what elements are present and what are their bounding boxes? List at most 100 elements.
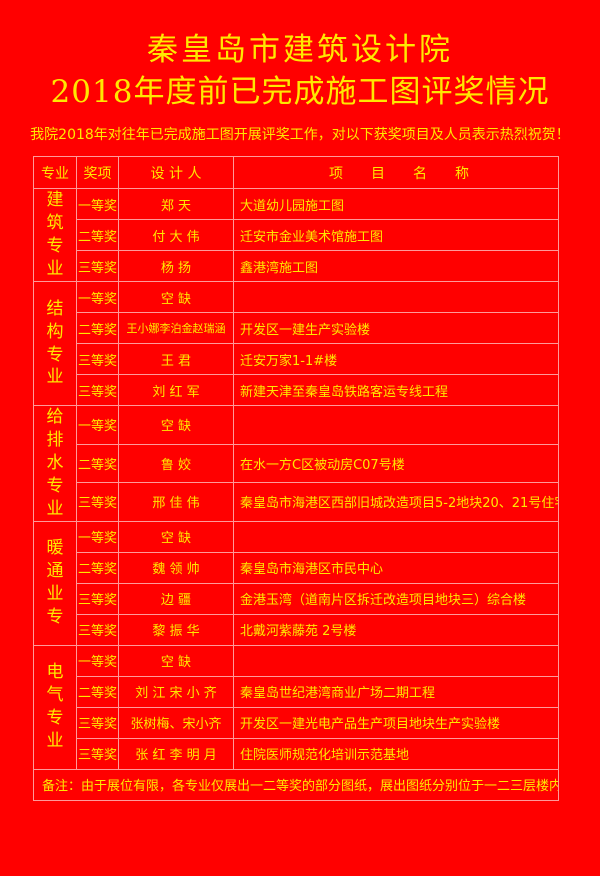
discipline-char: 专 [46,607,64,628]
project-cell: 开发区一建光电产品生产项目地块生产实验楼 [233,706,559,739]
intro-text: 我院2018年对往年已完成施工图开展评奖工作，对以下获奖项目及人员表示热烈祝贺！ [30,127,570,143]
designer-cell: 空 缺 [118,520,234,553]
table-row: 三等奖王 君迁安万家1-1#楼 [34,343,559,375]
designer-cell: 边 疆 [118,582,234,615]
designer-cell: 魏 领 帅 [118,551,234,584]
discipline-char: 筑 [46,213,64,234]
project-cell [233,520,559,553]
table-row: 三等奖张 红 李 明 月住院医师规范化培训示范基地 [34,737,559,770]
award-cell: 二等奖 [76,219,119,251]
discipline-cell: 电气专业 [33,644,77,770]
designer-cell: 王 君 [118,343,234,375]
header-project: 项 目 名 称 [233,156,559,189]
discipline-cell: 建筑专业 [33,188,77,282]
designer-cell: 张树梅、宋小齐 [118,706,234,739]
discipline-char: 业 [46,367,64,388]
designer-cell: 邢 佳 伟 [118,482,234,522]
award-cell: 三等奖 [76,613,119,646]
project-cell: 大道幼儿园施工图 [233,188,559,220]
discipline-char: 给 [46,407,64,427]
award-cell: 三等奖 [76,250,119,282]
discipline-char: 业 [46,258,64,279]
table-row: 二等奖付 大 伟迁安市金业美术馆施工图 [34,219,559,251]
designer-cell: 刘 红 军 [118,374,234,406]
discipline-char: 专 [46,344,64,365]
table-row: 二等奖刘 江 宋 小 齐秦皇岛世纪港湾商业广场二期工程 [34,675,559,708]
discipline-char: 业 [46,498,64,519]
project-cell: 新建天津至秦皇岛铁路客运专线工程 [233,374,559,406]
award-cell: 一等奖 [76,281,119,313]
discipline-char: 构 [46,321,64,342]
table-row: 三等奖黎 振 华北戴河紫藤苑 2号楼 [34,613,559,646]
award-cell: 二等奖 [76,443,119,484]
project-cell: 金港玉湾（道南片区拆迁改造项目地块三）综合楼 [233,582,559,615]
table-row: 给排水专业一等奖空 缺 [33,405,559,522]
discipline-char: 结 [46,298,64,319]
project-cell: 秦皇岛市海港区市民中心 [233,551,559,584]
note-row: 备注：由于展位有限，各专业仅展出一二等奖的部分图纸，展出图纸分别位于一二三层楼内 [33,768,559,801]
designer-cell: 杨 扬 [118,250,234,282]
designer-cell: 付 大 伟 [118,219,234,251]
discipline-char: 通 [46,561,64,582]
discipline-char: 气 [46,685,64,706]
award-cell: 一等奖 [76,644,119,677]
award-cell: 二等奖 [76,551,119,584]
designer-cell: 空 缺 [118,644,234,677]
award-cell: 三等奖 [76,737,119,770]
table-row: 电气专业一等奖空 缺 [33,644,559,770]
discipline-char: 建 [46,190,64,211]
table-row: 二等奖鲁 姣在水一方C区被动房C07号楼 [34,443,559,484]
award-cell: 三等奖 [76,582,119,615]
table-row: 二等奖 王小娜李泊金赵瑞涵 开发区一建生产实验楼 [34,312,559,344]
award-cell: 三等奖 [76,343,119,375]
table-row: 三等奖邢 佳 伟秦皇岛市海港区西部旧城改造项目5-2地块20、21号住宅楼 [34,482,559,522]
table-row: 三等奖杨 扬鑫港湾施工图 [34,250,559,282]
table-row: 三等奖边 疆金港玉湾（道南片区拆迁改造项目地块三）综合楼 [34,582,559,615]
header-discipline: 专业 [33,156,77,189]
discipline-cell: 结构专业 [33,281,77,406]
designer-cell: 王小娜李泊金赵瑞涵 [118,312,234,344]
project-cell: 迁安市金业美术馆施工图 [233,219,559,251]
designer-cell: 郑 天 [118,188,234,220]
table-row: 三等奖 张树梅、宋小齐 开发区一建光电产品生产项目地块生产实验楼 [34,706,559,739]
project-cell [233,281,559,313]
designer-cell: 空 缺 [118,405,234,445]
award-cell: 二等奖 [76,675,119,708]
table-row: 三等奖刘 红 军新建天津至秦皇岛铁路客运专线工程 [34,374,559,406]
designer-cell: 黎 振 华 [118,613,234,646]
project-cell: 迁安万家1-1#楼 [233,343,559,375]
table-row: 建筑专业一等奖郑 天大道幼儿园施工图 [33,188,559,282]
table-row: 结构专业一等奖空 缺 [33,281,559,406]
project-cell [233,644,559,677]
award-cell: 一等奖 [76,520,119,553]
awards-table: 专业 奖项 设 计 人 项 目 名 称 建筑专业一等奖郑 天大道幼儿园施工图 二等… [33,156,559,801]
discipline-char: 专 [46,708,64,729]
discipline-char: 业 [46,584,64,605]
discipline-char: 水 [46,452,64,473]
project-cell: 开发区一建生产实验楼 [233,312,559,344]
project-cell: 北戴河紫藤苑 2号楼 [233,613,559,646]
designer-cell: 刘 江 宋 小 齐 [118,675,234,708]
discipline-char: 业 [46,731,64,752]
award-cell: 三等奖 [76,706,119,739]
discipline-char: 排 [46,429,64,450]
project-cell: 住院医师规范化培训示范基地 [233,737,559,770]
discipline-char: 专 [46,236,64,256]
award-cell: 三等奖 [76,374,119,406]
award-cell: 一等奖 [76,405,119,445]
header-award: 奖项 [76,156,119,189]
award-cell: 一等奖 [76,188,119,220]
header-designer: 设 计 人 [118,156,234,189]
project-cell: 秦皇岛市海港区西部旧城改造项目5-2地块20、21号住宅楼 [233,482,559,522]
project-cell: 鑫港湾施工图 [233,250,559,282]
table-row: 二等奖魏 领 帅秦皇岛市海港区市民中心 [34,551,559,584]
project-cell: 秦皇岛世纪港湾商业广场二期工程 [233,675,559,708]
project-cell [233,405,559,445]
discipline-cell: 给排水专业 [33,405,77,522]
discipline-char: 专 [46,475,64,496]
discipline-cell: 暖通业专 [33,520,77,646]
table-row: 暖通业专一等奖空 缺 [33,520,559,646]
project-cell: 在水一方C区被动房C07号楼 [233,443,559,484]
award-cell: 三等奖 [76,482,119,522]
note-text: 备注：由于展位有限，各专业仅展出一二等奖的部分图纸，展出图纸分别位于一二三层楼内 [33,768,559,801]
